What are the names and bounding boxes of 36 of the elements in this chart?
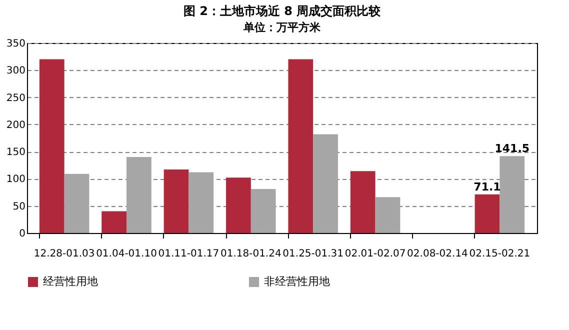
y-tick-label: 150 <box>6 147 26 158</box>
bar <box>288 59 314 233</box>
x-tick-label: 02.15-02.21 <box>469 248 530 260</box>
x-tick-label: 01.04-01.10 <box>96 248 157 260</box>
bar <box>102 211 127 233</box>
x-tick-label: 02.01-02.07 <box>344 248 406 260</box>
bar <box>188 172 214 233</box>
y-tick-label: 350 <box>6 38 26 50</box>
x-tick-label: 12.28-01.03 <box>34 248 95 260</box>
chart-subtitle: 单位：万平方米 <box>242 21 322 34</box>
bar <box>164 169 189 233</box>
bar <box>474 194 500 233</box>
data-label: 71.1 <box>474 180 501 194</box>
legend-label: 经营性用地 <box>43 275 98 288</box>
x-tick-label: 02.08-02.14 <box>407 248 468 260</box>
bar <box>39 59 64 233</box>
data-label: 141.5 <box>494 142 530 156</box>
bar <box>350 171 376 233</box>
bar <box>500 156 525 233</box>
y-tick-label: 200 <box>6 120 26 131</box>
bar <box>375 197 400 233</box>
y-tick-label: 0 <box>19 228 26 240</box>
bar <box>126 157 152 233</box>
x-tick-label: 01.18-01.24 <box>220 248 282 260</box>
y-tick-label: 50 <box>12 201 26 212</box>
bar <box>64 174 90 233</box>
y-tick-label: 250 <box>6 92 26 104</box>
bar <box>226 178 251 233</box>
legend-label: 非经营性用地 <box>264 275 330 288</box>
y-tick-label: 300 <box>6 66 26 77</box>
bar <box>250 189 276 233</box>
bar <box>313 134 338 233</box>
x-tick-label: 01.25-01.31 <box>282 248 344 260</box>
chart-title: 图 2：土地市场近 8 周成交面积比较 <box>183 4 382 18</box>
y-tick-label: 100 <box>6 174 26 186</box>
x-tick-label: 01.11-01.17 <box>158 248 220 260</box>
